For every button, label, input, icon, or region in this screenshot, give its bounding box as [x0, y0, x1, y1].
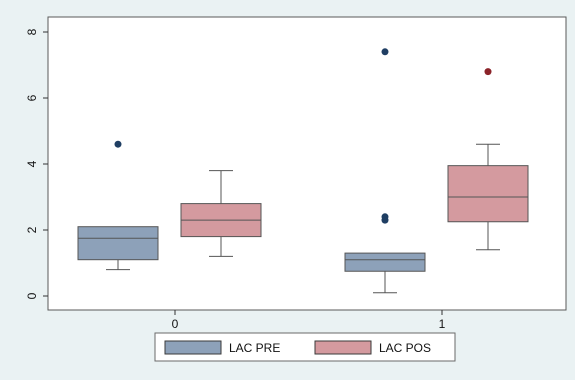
box-0-0 — [77, 140, 159, 271]
outlier-point — [114, 140, 122, 148]
legend-label-lac-pos: LAC POS — [379, 341, 431, 355]
box-1-1 — [447, 68, 529, 251]
outlier-point — [381, 213, 389, 221]
box-iqr — [447, 165, 529, 223]
legend-label-lac-pre: LAC PRE — [229, 341, 280, 355]
legend-swatch-lac-pos — [314, 340, 372, 355]
y-tick-label: 2 — [25, 226, 39, 233]
y-tick-label: 4 — [25, 160, 39, 167]
x-tick-label: 0 — [172, 317, 179, 331]
plot-area — [47, 16, 567, 311]
outlier-point — [484, 68, 492, 76]
y-tick-label: 8 — [25, 28, 39, 35]
box-iqr — [344, 252, 426, 272]
box-0-1 — [344, 48, 426, 294]
chart-marks — [77, 48, 529, 294]
y-axis: 0 2 4 6 8 — [25, 28, 48, 299]
legend-swatch-lac-pre — [164, 340, 222, 355]
outlier-point — [381, 48, 389, 56]
y-tick-label: 6 — [25, 94, 39, 101]
box-1-0 — [180, 170, 262, 257]
box-iqr — [77, 226, 159, 261]
legend: LAC PRE LAC POS — [154, 332, 456, 362]
x-tick-label: 1 — [439, 317, 446, 331]
y-tick-label: 0 — [25, 292, 39, 299]
